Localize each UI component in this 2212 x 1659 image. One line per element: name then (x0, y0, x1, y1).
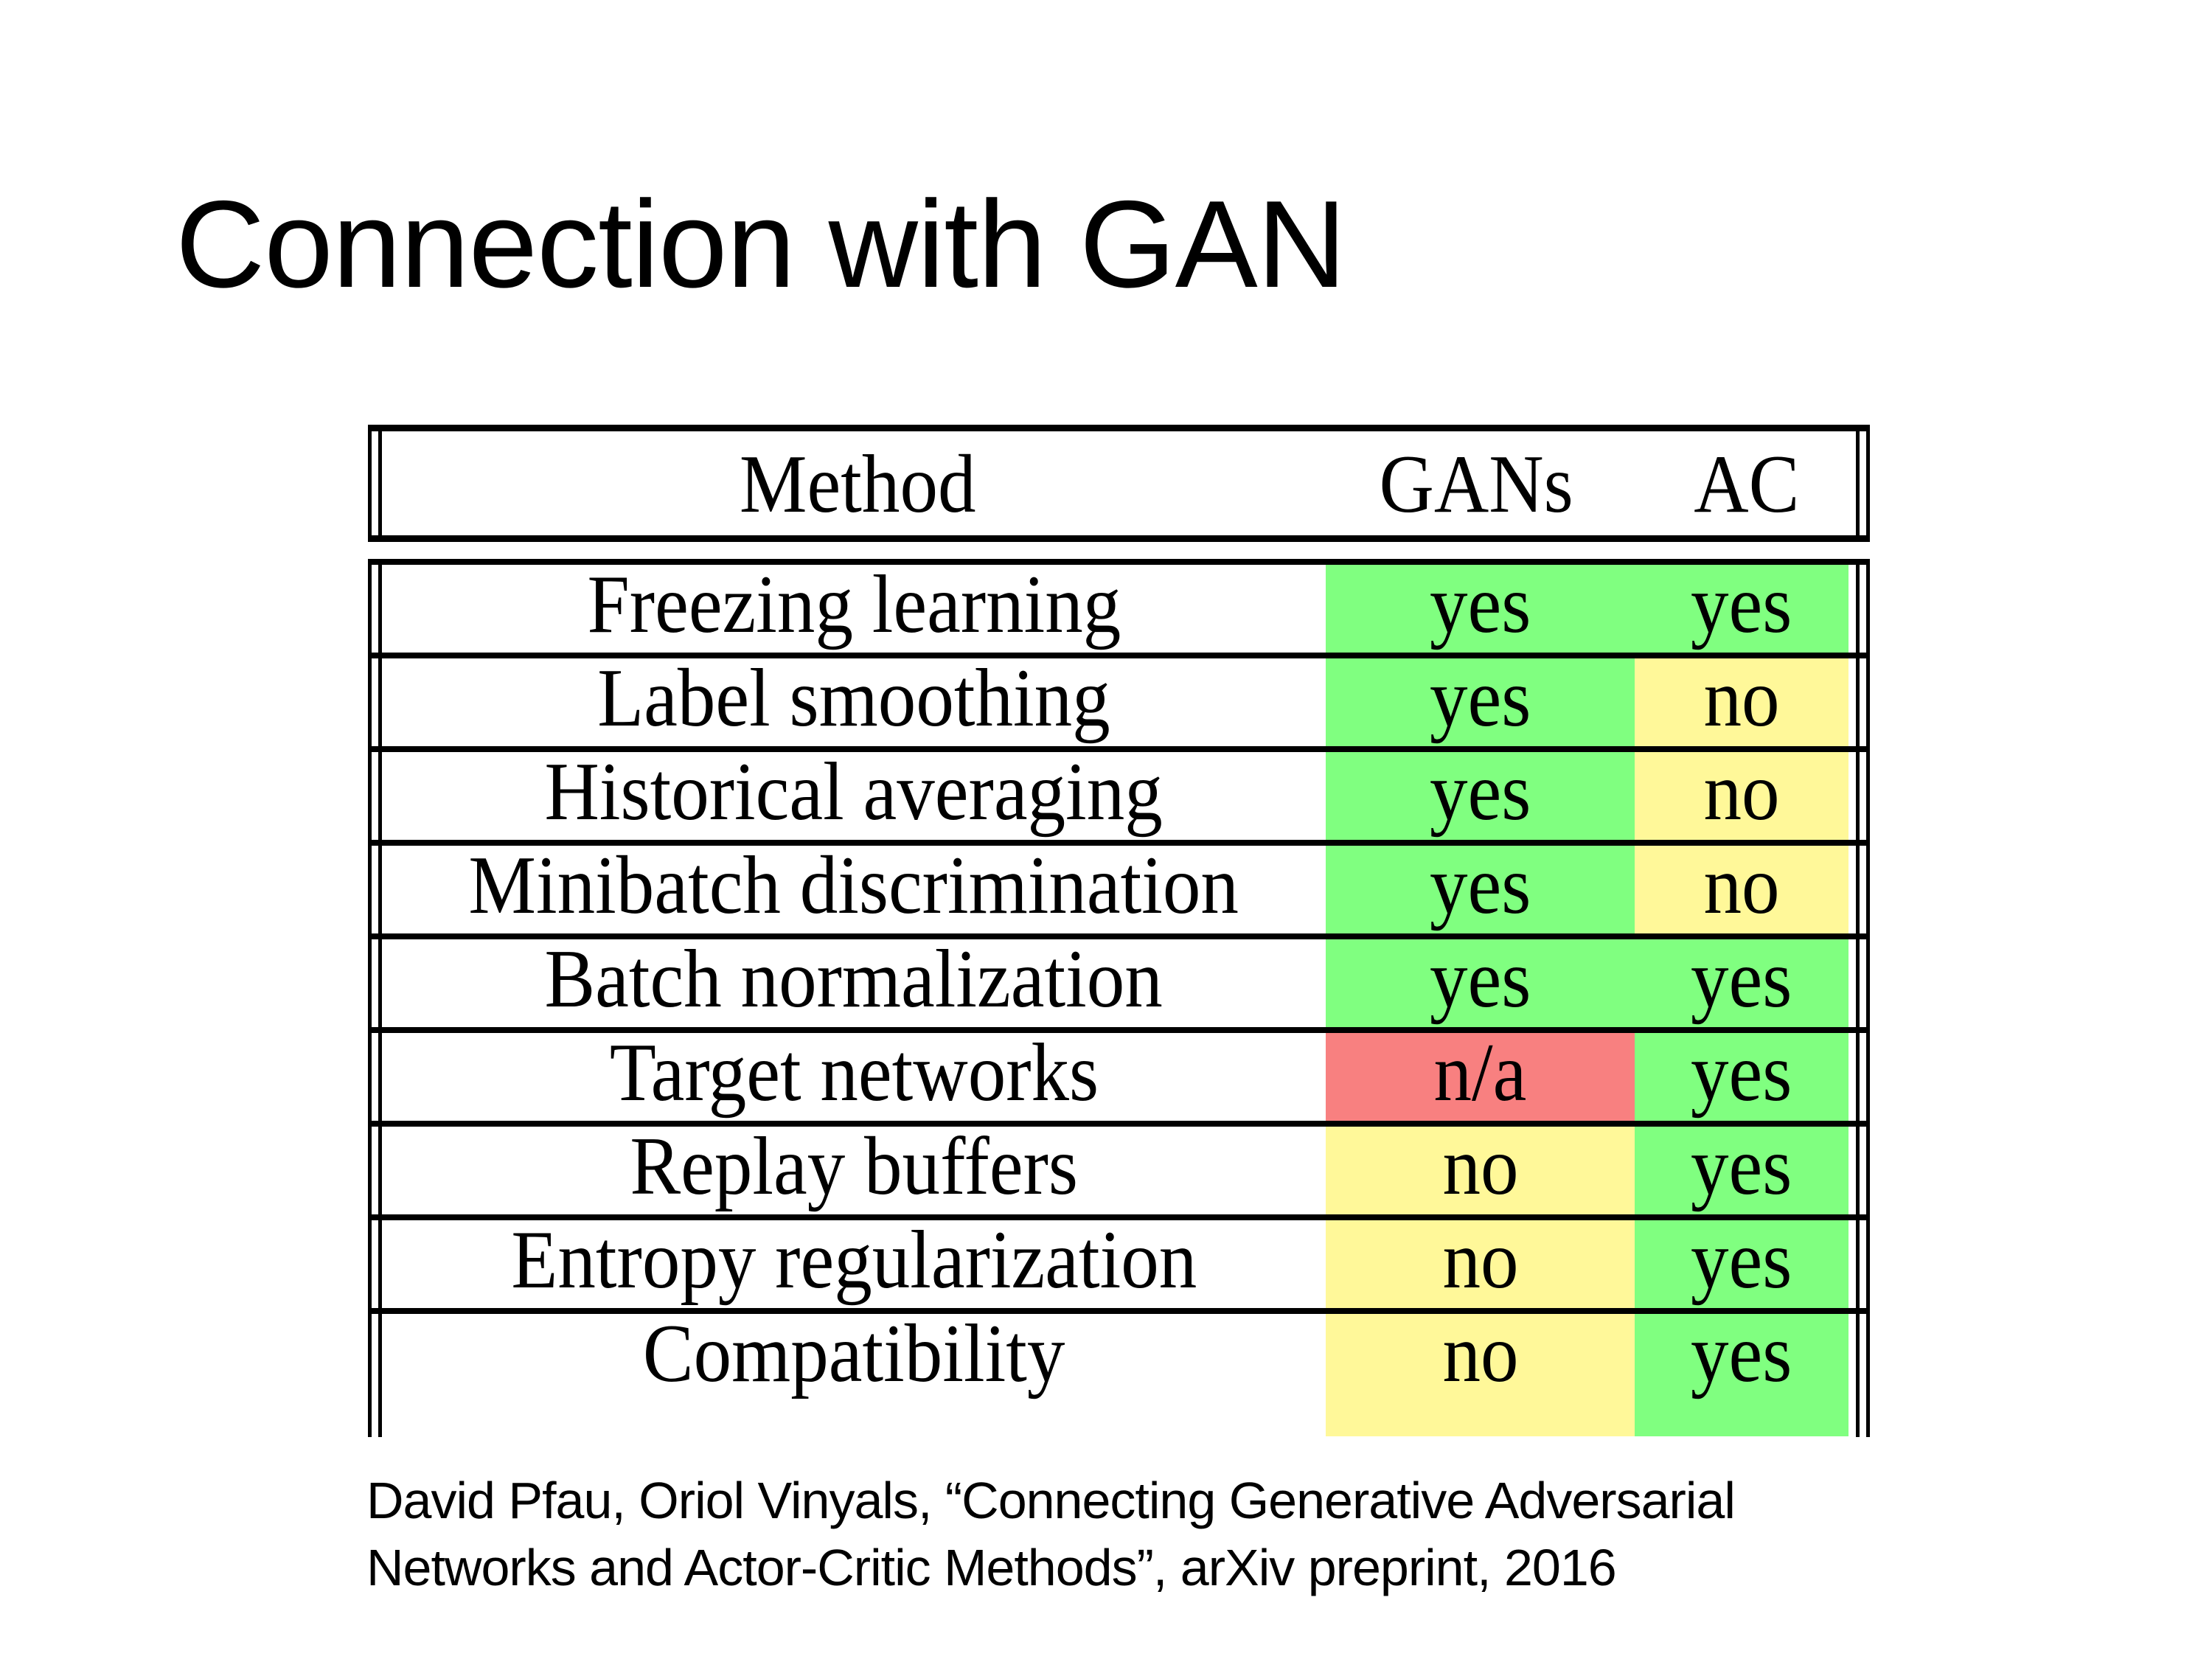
gans-cell-text: yes (1429, 933, 1531, 1025)
method-cell-text: Batch normalization (544, 933, 1164, 1025)
method-cell-text: Label smoothing (597, 653, 1110, 744)
border-line (1856, 431, 1860, 535)
table-row: Replay buffers no yes (368, 1121, 1870, 1214)
ac-cell: yes (1635, 1121, 1848, 1214)
ac-cell: yes (1635, 933, 1848, 1027)
table-row: Historical averaging yes no (368, 746, 1870, 840)
method-cell-text: Historical averaging (544, 746, 1164, 838)
border-line (1856, 559, 1860, 1437)
method-cell: Historical averaging (382, 746, 1326, 840)
table-row: Batch normalization yes yes (368, 933, 1870, 1027)
ac-cell: no (1635, 746, 1848, 840)
method-cell-text: Compatibility (642, 1308, 1065, 1399)
method-cell: Replay buffers (382, 1121, 1326, 1214)
gans-cell-text: n/a (1433, 1027, 1527, 1119)
method-cell: Compatibility (382, 1308, 1326, 1436)
method-cell: Minibatch discrimination (382, 840, 1326, 933)
header-method: Method (739, 439, 976, 530)
ac-cell: yes (1635, 1027, 1848, 1121)
method-cell-text: Entropy regularization (511, 1214, 1197, 1306)
method-cell: Batch normalization (382, 933, 1326, 1027)
ac-cell: yes (1635, 1214, 1848, 1308)
ac-cell-text: no (1703, 746, 1780, 838)
table-row: Compatibility no yes (368, 1308, 1870, 1436)
ac-cell-text: yes (1691, 1214, 1792, 1306)
ac-cell: no (1635, 840, 1848, 933)
table-row: Entropy regularization no yes (368, 1214, 1870, 1308)
method-cell: Label smoothing (382, 653, 1326, 746)
ac-cell-text: yes (1691, 933, 1792, 1025)
table-row: Freezing learning yes yes (368, 559, 1870, 653)
header-gans: GANs (1379, 439, 1573, 530)
ac-cell: yes (1635, 559, 1848, 653)
table-row: Target networks n/a yes (368, 1027, 1870, 1121)
method-cell-text: Target networks (609, 1027, 1099, 1119)
gans-cell: no (1326, 1214, 1635, 1308)
method-cell: Freezing learning (382, 559, 1326, 653)
gans-cell-text: no (1441, 1214, 1519, 1306)
ac-cell-text: yes (1691, 1121, 1792, 1212)
gans-cell: no (1326, 1121, 1635, 1214)
table-body: Freezing learning yes yes Label smoothing ye… (368, 559, 1870, 1437)
header-ac: AC (1694, 439, 1800, 530)
citation-line-2: Networks and Actor-Critic Methods”, arXi… (366, 1539, 1617, 1596)
ac-cell-text: no (1703, 653, 1780, 744)
method-cell: Target networks (382, 1027, 1326, 1121)
gans-cell: yes (1326, 746, 1635, 840)
citation-line-1: David Pfau, Oriol Vinyals, “Connecting G… (366, 1472, 1736, 1529)
method-cell-text: Minibatch discrimination (468, 840, 1239, 931)
border-line (378, 559, 382, 1437)
method-cell-text: Freezing learning (587, 559, 1121, 650)
gans-cell-text: yes (1429, 653, 1531, 744)
gans-cell: yes (1326, 840, 1635, 933)
ac-cell: no (1635, 653, 1848, 746)
gans-cell-text: no (1441, 1308, 1519, 1399)
gans-cell: no (1326, 1308, 1635, 1436)
ac-cell: yes (1635, 1308, 1848, 1436)
table-row: Minibatch discrimination yes no (368, 840, 1870, 933)
ac-cell-text: yes (1691, 559, 1792, 650)
citation: David Pfau, Oriol Vinyals, “Connecting G… (366, 1467, 1736, 1601)
border-line (368, 431, 372, 535)
border-line (1866, 559, 1870, 1437)
gans-cell: yes (1326, 653, 1635, 746)
gans-cell: yes (1326, 933, 1635, 1027)
gans-cell-text: yes (1429, 746, 1531, 838)
gans-cell-text: yes (1429, 840, 1531, 931)
method-cell-text: Replay buffers (630, 1121, 1078, 1212)
border-line (378, 431, 382, 535)
gans-cell-text: no (1441, 1121, 1519, 1212)
table-header: Method GANs AC (368, 425, 1870, 542)
gans-cell-text: yes (1429, 559, 1531, 650)
border-line (1866, 431, 1870, 535)
gans-cell: n/a (1326, 1027, 1635, 1121)
gans-cell: yes (1326, 559, 1635, 653)
method-cell: Entropy regularization (382, 1214, 1326, 1308)
ac-cell-text: yes (1691, 1308, 1792, 1399)
ac-cell-text: no (1703, 840, 1780, 931)
ac-cell-text: yes (1691, 1027, 1792, 1119)
table-row: Label smoothing yes no (368, 653, 1870, 746)
slide-title: Connection with GAN (175, 175, 1346, 313)
border-line (368, 559, 372, 1437)
